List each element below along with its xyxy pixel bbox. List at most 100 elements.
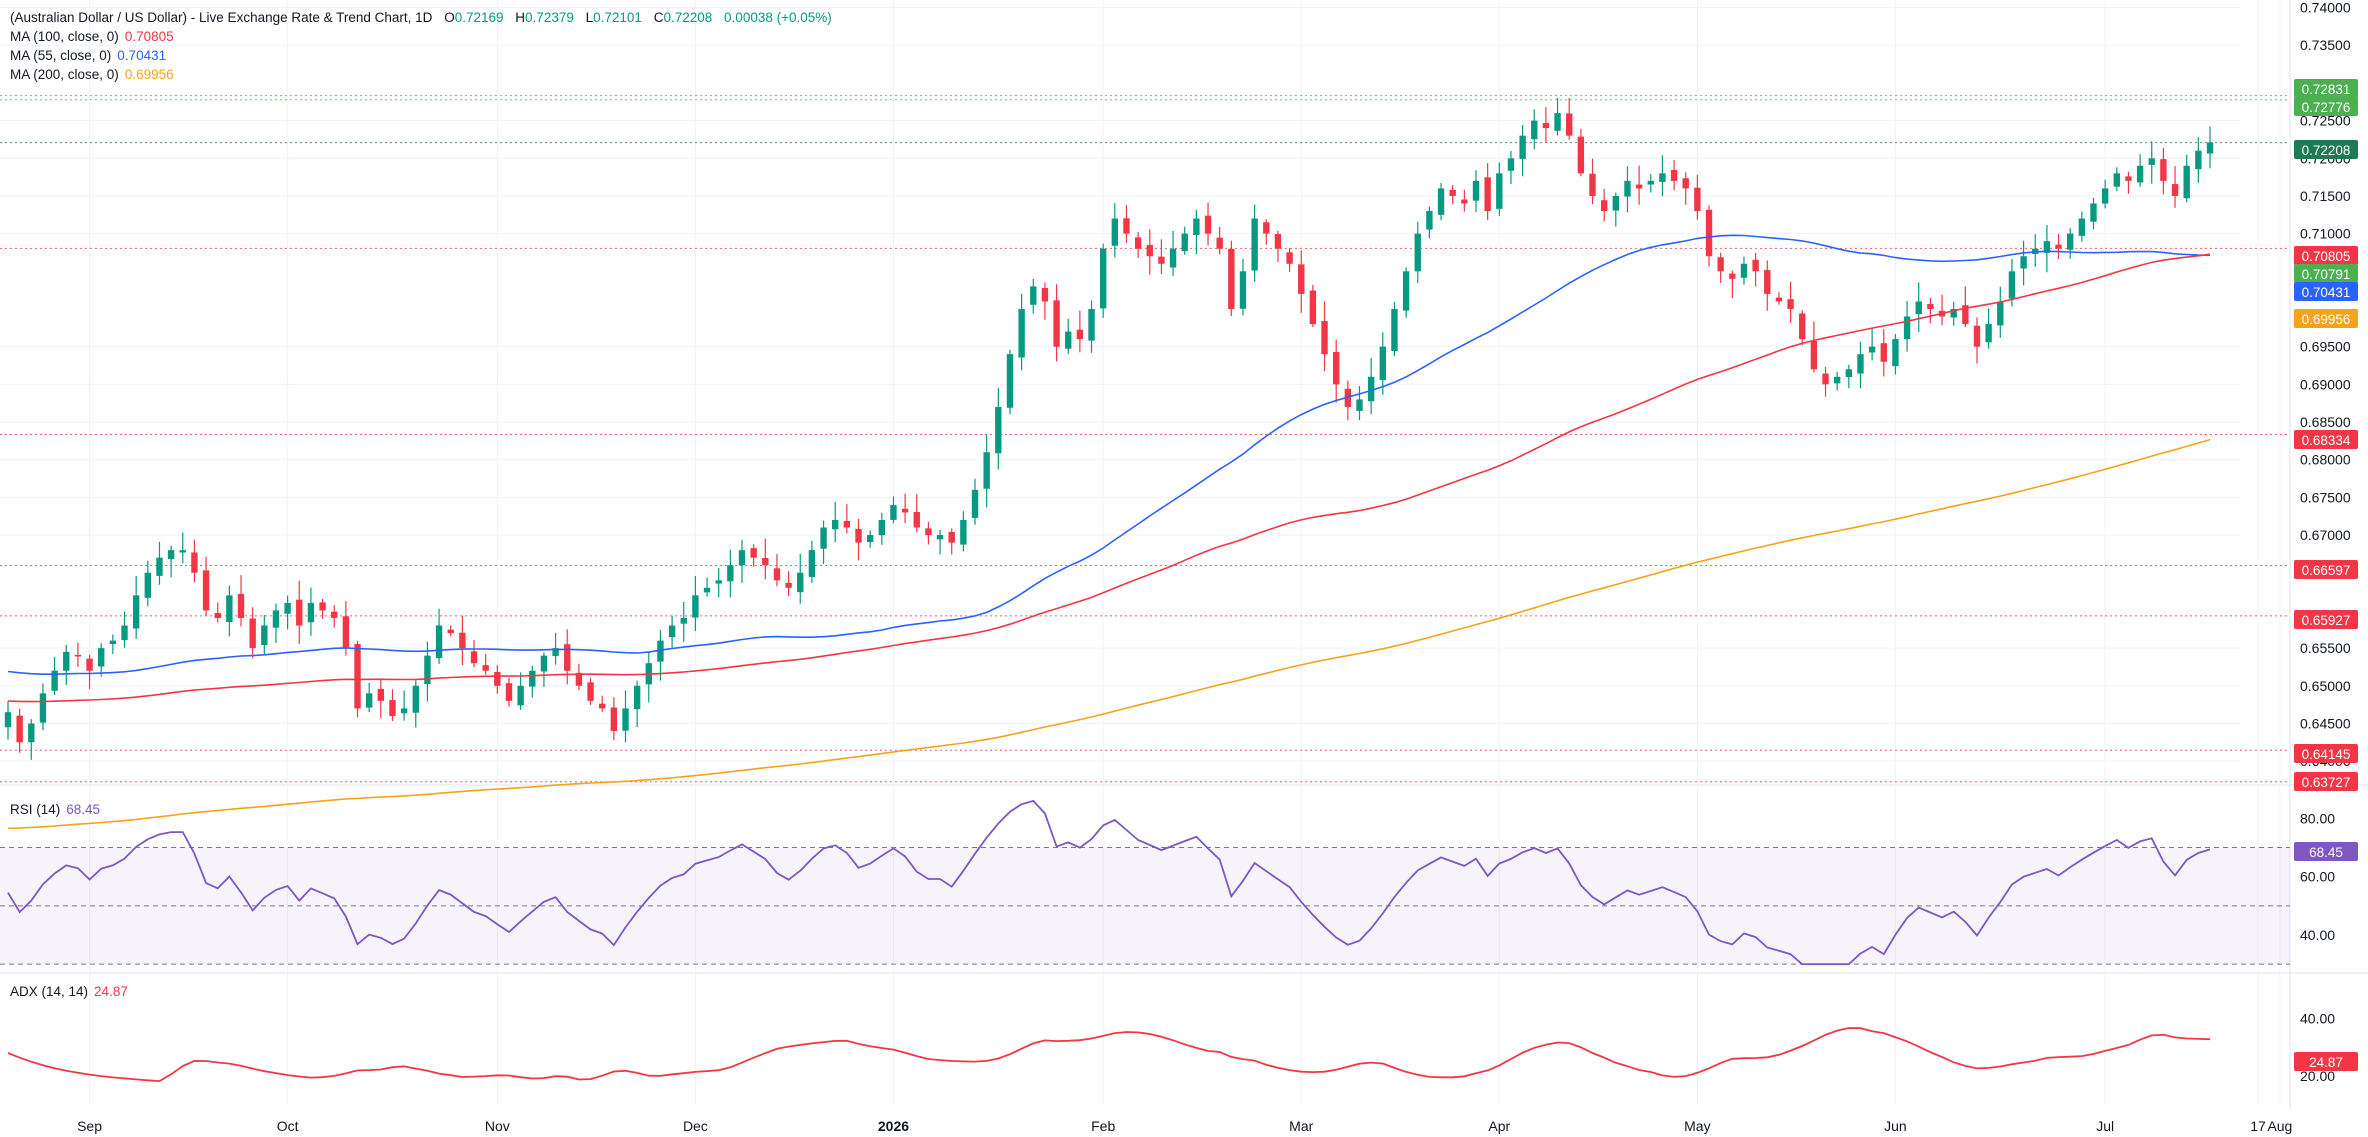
candle-body [1216,237,1223,249]
candle-body [797,572,804,593]
adx-value: 24.87 [94,984,128,999]
time-tick-label: Dec [683,1118,708,1134]
candle-body [820,527,827,549]
ma55-label: MA (55, close, 0) [10,48,112,63]
candle-body [435,625,443,659]
candle-body [1391,308,1398,352]
candle-body [2206,142,2214,154]
candle-body [470,651,478,664]
candle-body [1041,287,1049,302]
ma100-legend[interactable]: MA (100, close, 0) 0.70805 [10,27,174,46]
price-tag [2294,97,2358,116]
price-tag-label: 0.66597 [2302,563,2351,578]
time-tick-label: Aug [2267,1118,2292,1134]
candle-body [2020,256,2027,269]
candle-body [459,632,466,649]
candle-body [389,700,396,716]
candle-body [1426,211,1433,230]
low-label: L [585,10,594,25]
adx-tick-label: 40.00 [2300,1010,2335,1026]
candle-body [1915,301,1922,315]
candle-body [424,655,431,685]
open-label: O [444,10,455,25]
candle-body [74,654,82,657]
candle-body [261,625,268,646]
candle-body [1367,376,1375,402]
candle-body [2043,241,2051,253]
price-tag-label: 0.72776 [2302,100,2351,115]
candle-body [354,643,361,709]
candle-body [925,528,932,536]
candle-body [1030,286,1037,305]
candle-body [1705,209,1713,257]
ma200-legend[interactable]: MA (200, close, 0) 0.69956 [10,65,174,84]
close-value: 0.72208 [663,10,713,25]
price-tag-label: 0.70791 [2302,267,2351,282]
candle-body [1612,195,1619,211]
candle-body [2195,150,2202,170]
candle-body [657,640,664,662]
candle-body [1006,354,1014,408]
candle-body [890,504,897,520]
price-tick-label: 0.68000 [2300,452,2351,468]
candle-body [167,550,175,560]
candle-body [2183,165,2190,199]
rsi-tag [2294,842,2358,862]
candle-body [1437,188,1445,215]
candle-body [365,693,373,708]
candle-body [2067,233,2074,250]
candle-body [202,570,210,611]
adx-tag [2294,1052,2358,1072]
ma55-value: 0.70431 [117,48,167,63]
candle-body [1018,308,1025,358]
candle-body [878,520,885,536]
low-value: 0.72101 [593,10,642,25]
candle-body [1880,343,1887,362]
candle-body [191,552,198,573]
rsi-tick-label: 60.00 [2300,869,2335,885]
candle-body [1624,180,1631,197]
time-tick-label: Nov [485,1118,510,1134]
price-tag-label: 0.68334 [2302,433,2351,448]
candle-body [156,557,163,576]
candle-body [1950,308,1957,318]
candle-body [575,672,583,686]
candle-body [1775,297,1783,302]
candle-body [4,712,12,728]
time-tick-label: Jul [2096,1118,2114,1134]
time-tick-label: Mar [1289,1118,1313,1134]
candle-body [1682,178,1689,189]
candle-body [2125,176,2132,181]
candle-body [2148,158,2155,165]
candle-body [2078,218,2086,236]
rsi-tick-label: 80.00 [2300,810,2335,826]
candle-body [16,715,23,743]
adx-legend[interactable]: ADX (14, 14) 24.87 [10,982,128,1001]
candle-body [1274,233,1282,249]
candle-body [1647,180,1654,185]
candle-body [1134,237,1142,249]
candle-body [1752,259,1759,272]
candle-body [1449,189,1456,196]
time-tick-label: 2026 [878,1118,909,1134]
candle-body [1589,173,1596,196]
candle-body [2090,203,2097,222]
candle-body [226,595,233,623]
price-tick-label: 0.71500 [2300,188,2351,204]
price-tag [2294,282,2358,301]
candle-body [995,406,1002,454]
candle-body [540,655,548,672]
price-tag-label: 0.63727 [2302,775,2351,790]
candle-body [144,572,151,598]
candle-body [1799,313,1806,340]
candle-body [971,489,979,518]
price-tag [2294,309,2358,328]
candle-body [1333,351,1340,385]
rsi-legend[interactable]: RSI (14) 68.45 [10,800,100,819]
candle-body [400,708,408,714]
candle-body [703,587,711,593]
price-tick-label: 0.68500 [2300,414,2351,430]
candle-body [28,723,35,743]
ma55-legend[interactable]: MA (55, close, 0) 0.70431 [10,46,166,65]
